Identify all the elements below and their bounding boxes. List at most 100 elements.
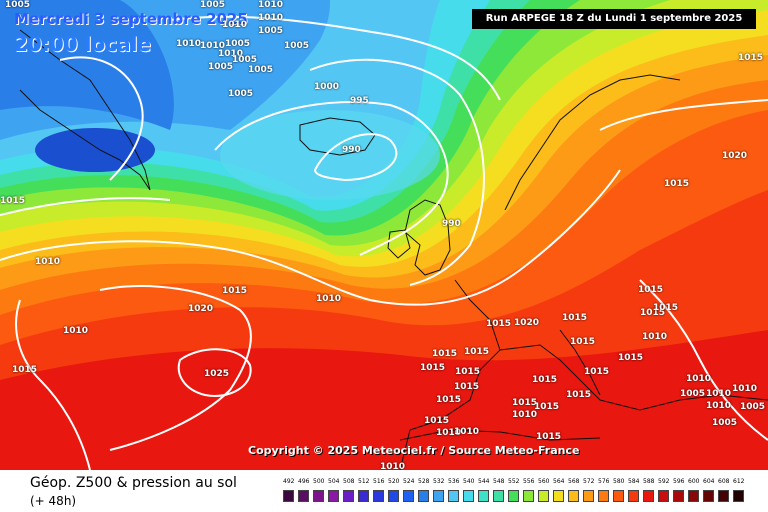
legend-color-swatch (658, 490, 669, 502)
norway-coast (504, 74, 681, 211)
isobar-label: 1015 (738, 53, 764, 63)
legend-tick-label: 528 (418, 478, 430, 485)
legend-color-swatch (538, 490, 549, 502)
legend-tick-label: 540 (463, 478, 475, 485)
legend-tick-label: 568 (568, 478, 580, 485)
legend-tick-label: 584 (628, 478, 640, 485)
legend-tick-label: 560 (538, 478, 550, 485)
legend-color-swatch (478, 490, 489, 502)
legend-tick-label: 516 (373, 478, 385, 485)
legend-tick-label: 592 (658, 478, 670, 485)
copyright-notice: Copyright © 2025 Meteociel.fr / Source M… (248, 444, 580, 457)
legend-tick-label: 500 (313, 478, 325, 485)
legend-color-swatch (673, 490, 684, 502)
greenland-coast (19, 29, 151, 191)
isobar-label: 1005 (740, 402, 766, 412)
legend-tick-label: 508 (343, 478, 355, 485)
isobar-label: 1010 (222, 20, 248, 30)
isobar-greenland-high (59, 56, 144, 181)
geopotential-map (0, 0, 768, 470)
legend-tick-label: 596 (673, 478, 685, 485)
legend-tick-label: 564 (553, 478, 565, 485)
legend-color-swatch (508, 490, 519, 502)
isobar-995 (214, 101, 449, 256)
legend-color-swatch (733, 490, 744, 502)
isobar-label: 1015 (584, 367, 610, 377)
isobar-label: 1010 (63, 326, 89, 336)
valid-date-title: Mercredi 3 septembre 2025 (14, 10, 248, 28)
legend-tick-label: 588 (643, 478, 655, 485)
isobar-label: 1000 (314, 82, 340, 92)
isobar-label: 1010 (316, 294, 342, 304)
isobar-label: 1010 (732, 384, 758, 394)
legend-color-swatch (628, 490, 639, 502)
isobar-label: 1005 (208, 62, 234, 72)
isobar-label: 1005 (5, 0, 31, 10)
isobar-label: 1015 (512, 398, 538, 408)
isobar-label: 1010 (218, 49, 244, 59)
legend-tick-label: 504 (328, 478, 340, 485)
isobar-label: 1005 (712, 418, 738, 428)
isobar-label: 1015 (638, 285, 664, 295)
isobar-label: 1010 (380, 462, 406, 472)
legend-color-swatch (523, 490, 534, 502)
legend-tick-label: 556 (523, 478, 535, 485)
legend-color-swatch (643, 490, 654, 502)
isobar-label: 1015 (222, 286, 248, 296)
isobar-label: 990 (342, 145, 361, 155)
isobar-label: 1010 (200, 41, 226, 51)
legend-tick-label: 604 (703, 478, 715, 485)
isobar-label: 1010 (512, 410, 538, 420)
legend-color-swatch (313, 490, 324, 502)
legend-tick-label: 496 (298, 478, 310, 485)
legend-color-swatch (703, 490, 714, 502)
legend-tick-label: 572 (583, 478, 595, 485)
ireland-coast (387, 229, 411, 259)
isobar-label: 995 (350, 96, 369, 106)
isobar-label: 1015 (536, 432, 562, 442)
legend-color-swatch (283, 490, 294, 502)
italy-coast (559, 329, 601, 396)
iceland-coast (299, 117, 376, 156)
isobar-label: 1010 (454, 427, 480, 437)
isobar-label: 1015 (618, 353, 644, 363)
band-cyan-core (220, 110, 440, 200)
legend-tick-label: 544 (478, 478, 490, 485)
map-product-title: Géop. Z500 & pression au sol (30, 475, 237, 491)
isobar-label: 1015 (653, 303, 679, 313)
isobar-label: 1015 (570, 337, 596, 347)
isobar-label: 1015 (664, 179, 690, 189)
isobar-label: 1010 (436, 428, 462, 438)
map-footer: Géop. Z500 & pression au sol (+ 48h) 492… (0, 470, 768, 512)
isobar-east (639, 279, 768, 441)
isobar-label: 1015 (420, 363, 446, 373)
isobar-label: 1015 (424, 416, 450, 426)
isobar-1015-b (599, 99, 768, 131)
isobar-label: 1015 (12, 365, 38, 375)
valid-time-title: 20:00 locale (14, 32, 151, 56)
isobar-1005-north (169, 15, 501, 101)
isobar-label: 1015 (432, 349, 458, 359)
forecast-lead-time: (+ 48h) (30, 494, 77, 508)
legend-tick-label: 520 (388, 478, 400, 485)
isobar-label: 1015 (534, 402, 560, 412)
legend-color-swatch (718, 490, 729, 502)
legend-color-swatch (568, 490, 579, 502)
isobar-label: 1005 (680, 389, 706, 399)
legend-color-swatch (583, 490, 594, 502)
legend-tick-label: 524 (403, 478, 415, 485)
isobar-1015-south (15, 299, 91, 470)
isobar-label: 1005 (284, 41, 310, 51)
isobar-label: 1005 (228, 89, 254, 99)
isobar-1000 (309, 58, 485, 286)
isobar-label: 1015 (486, 319, 512, 329)
isobar-label: 1010 (706, 389, 732, 399)
legend-color-swatch (463, 490, 474, 502)
color-scale-legend: 492 496 500 504 508 512 516 520 524 528 532 536 540 5… (283, 478, 753, 506)
legend-tick-label: 532 (433, 478, 445, 485)
legend-color-swatch (433, 490, 444, 502)
legend-color-swatch (298, 490, 309, 502)
isobar-low-990 (313, 133, 398, 182)
isobar-label: 1025 (204, 369, 230, 379)
